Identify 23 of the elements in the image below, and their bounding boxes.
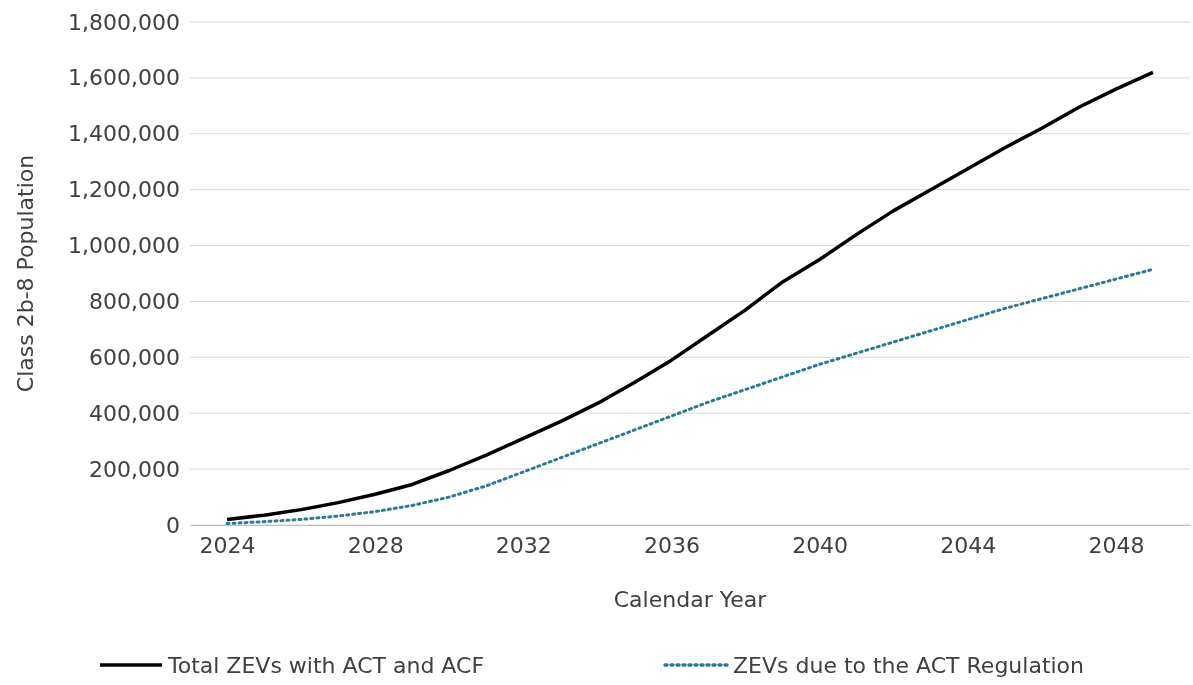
x-tick-label: 2044 (940, 532, 997, 558)
x-tick-label: 2036 (643, 532, 700, 558)
legend-label: Total ZEVs with ACT and ACF (167, 653, 485, 678)
x-axis-title: Calendar Year (613, 587, 768, 612)
line-series (225, 267, 1155, 526)
x-tick-label: 2028 (347, 532, 404, 558)
y-tick-label: 1,400,000 (68, 121, 180, 147)
line-series (225, 70, 1155, 522)
y-tick-label: 1,600,000 (68, 65, 180, 91)
y-tick-label: 400,000 (89, 400, 180, 426)
x-tick-label: 2032 (495, 532, 552, 558)
y-axis-title: Class 2b-8 Population (13, 154, 38, 393)
y-tick-label: 800,000 (89, 288, 180, 314)
x-tick-label: 2024 (199, 532, 256, 558)
y-tick-label: 1,800,000 (68, 9, 180, 35)
x-tick-label: 2048 (1088, 532, 1145, 558)
y-tick-label: 600,000 (89, 344, 180, 370)
legend-label: ZEVs due to the ACT Regulation (733, 653, 1085, 678)
y-tick-label: 1,200,000 (68, 177, 180, 203)
y-tick-label: 0 (166, 512, 180, 538)
y-tick-label: 1,000,000 (68, 233, 180, 259)
x-tick-label: 2040 (792, 532, 849, 558)
y-tick-label: 200,000 (89, 456, 180, 482)
